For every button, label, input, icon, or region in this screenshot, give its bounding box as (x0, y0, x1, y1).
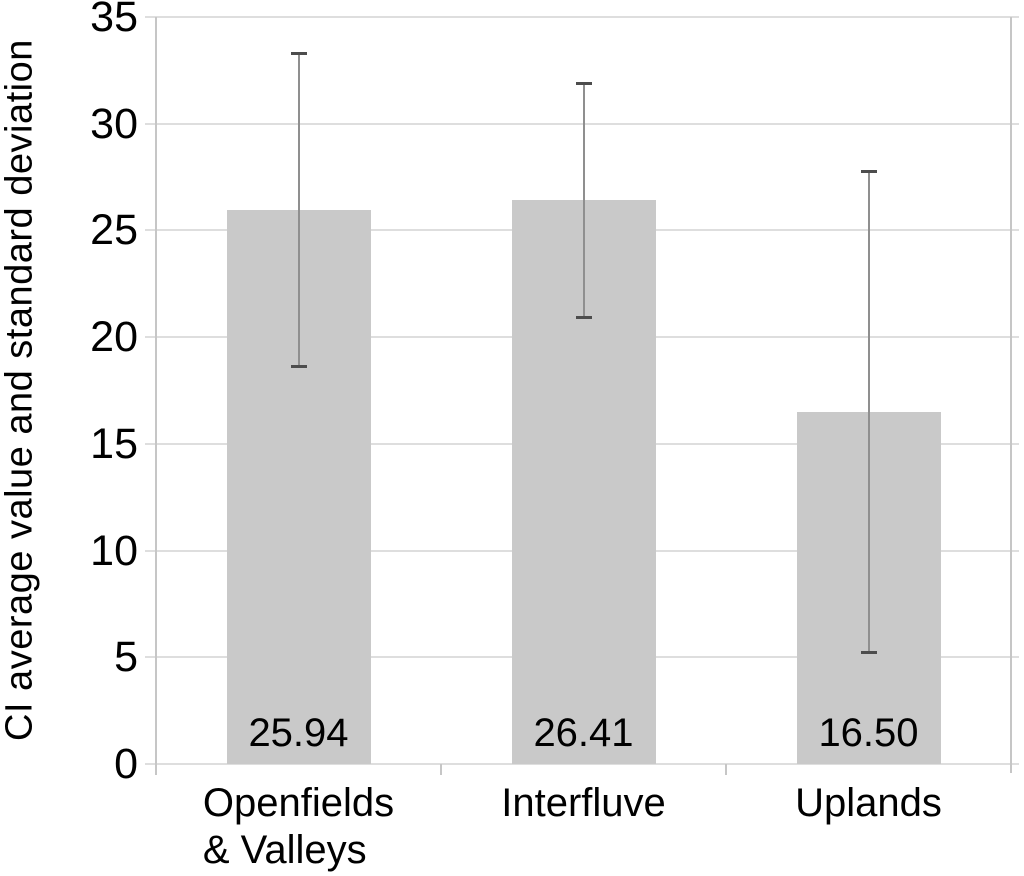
x-category-label: Interfluve (501, 781, 666, 825)
error-bar-cap-top (290, 52, 307, 56)
y-tick-label: 35 (90, 0, 138, 41)
category-tick (725, 764, 727, 775)
error-bar-cap-bottom (575, 315, 592, 319)
y-tick-label: 0 (114, 740, 138, 788)
bar-value-label: 26.41 (533, 711, 634, 755)
gridline (145, 16, 1019, 18)
y-tick-label: 20 (90, 313, 138, 362)
y-tick-label: 5 (114, 633, 138, 682)
bar-value-label: 25.94 (248, 711, 349, 755)
error-bar-line (297, 53, 300, 368)
y-tick-label: 15 (90, 419, 138, 468)
gridline (145, 763, 1019, 765)
bar-value-label: 16.50 (818, 711, 919, 755)
error-bar-cap-bottom (290, 365, 307, 369)
plot-right-border (1010, 17, 1012, 773)
error-bar-cap-top (860, 169, 877, 173)
x-category-label: Uplands (795, 781, 942, 825)
y-tick-label: 30 (90, 99, 138, 148)
error-bar-cap-top (575, 82, 592, 86)
y-tick-label: 10 (90, 526, 138, 575)
y-tick-label: 25 (90, 206, 138, 255)
error-bar-line (867, 170, 870, 653)
x-category-label: Openfields & Valleys (202, 781, 395, 872)
category-tick (440, 764, 442, 775)
gridline (145, 122, 1019, 125)
error-bar-cap-bottom (860, 651, 877, 655)
y-axis-line (155, 17, 157, 775)
error-bar-line (582, 83, 585, 318)
